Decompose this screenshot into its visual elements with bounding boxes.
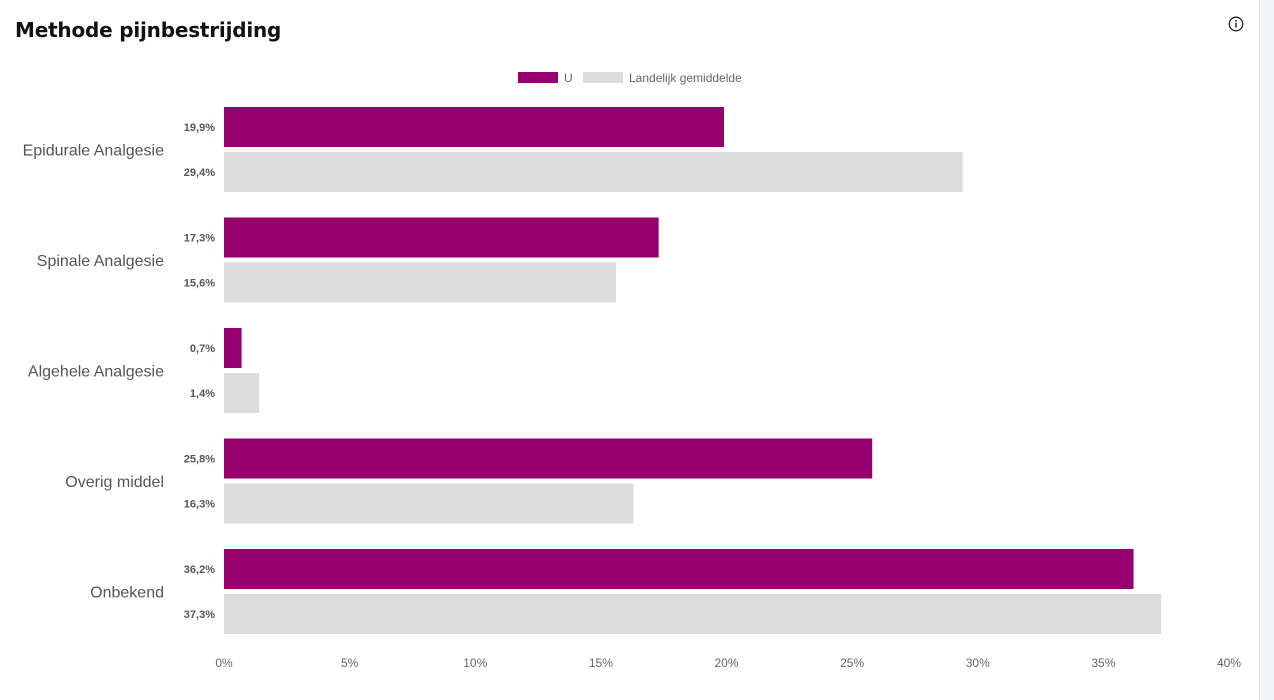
x-tick-label: 30%: [966, 656, 990, 670]
value-label: 29,4%: [184, 167, 215, 179]
legend-label-1: U: [564, 71, 573, 85]
bar-landelijk: [224, 152, 963, 192]
category-label: Overig middel: [65, 474, 164, 491]
x-tick-label: 20%: [714, 656, 738, 670]
bar-u: [224, 107, 724, 147]
bar-landelijk: [224, 594, 1162, 634]
x-tick-label: 40%: [1217, 656, 1241, 670]
value-label: 37,3%: [184, 609, 215, 621]
value-label: 25,8%: [184, 454, 215, 466]
bar-u: [224, 328, 242, 368]
value-label: 0,7%: [190, 343, 215, 355]
bar-u: [224, 438, 873, 479]
bar-landelijk: [224, 483, 634, 524]
bar-u: [224, 549, 1134, 589]
x-tick-label: 10%: [463, 656, 487, 670]
category-label: Epidurale Analgesie: [23, 143, 165, 160]
legend-swatch-1: [518, 72, 558, 83]
category-label: Onbekend: [90, 585, 164, 602]
info-icon[interactable]: [1228, 16, 1244, 32]
category-label: Algehele Analgesie: [28, 364, 164, 381]
x-tick-label: 5%: [341, 656, 359, 670]
value-label: 19,9%: [184, 122, 215, 134]
x-tick-label: 35%: [1091, 656, 1115, 670]
legend-label-2: Landelijk gemiddelde: [629, 71, 742, 85]
x-tick-label: 25%: [840, 656, 864, 670]
value-label: 17,3%: [184, 233, 215, 245]
value-label: 1,4%: [190, 388, 215, 400]
bar-landelijk: [224, 373, 260, 413]
legend-swatch-2: [583, 72, 623, 83]
x-tick-label: 0%: [215, 656, 233, 670]
value-label: 15,6%: [184, 278, 215, 290]
bar-u: [224, 217, 659, 258]
page-title: Methode pijnbestrijding: [15, 18, 282, 42]
bar-landelijk: [224, 262, 616, 303]
value-label: 36,2%: [184, 564, 215, 576]
x-tick-label: 15%: [589, 656, 613, 670]
category-label: Spinale Analgesie: [37, 253, 164, 270]
value-label: 16,3%: [184, 499, 215, 511]
